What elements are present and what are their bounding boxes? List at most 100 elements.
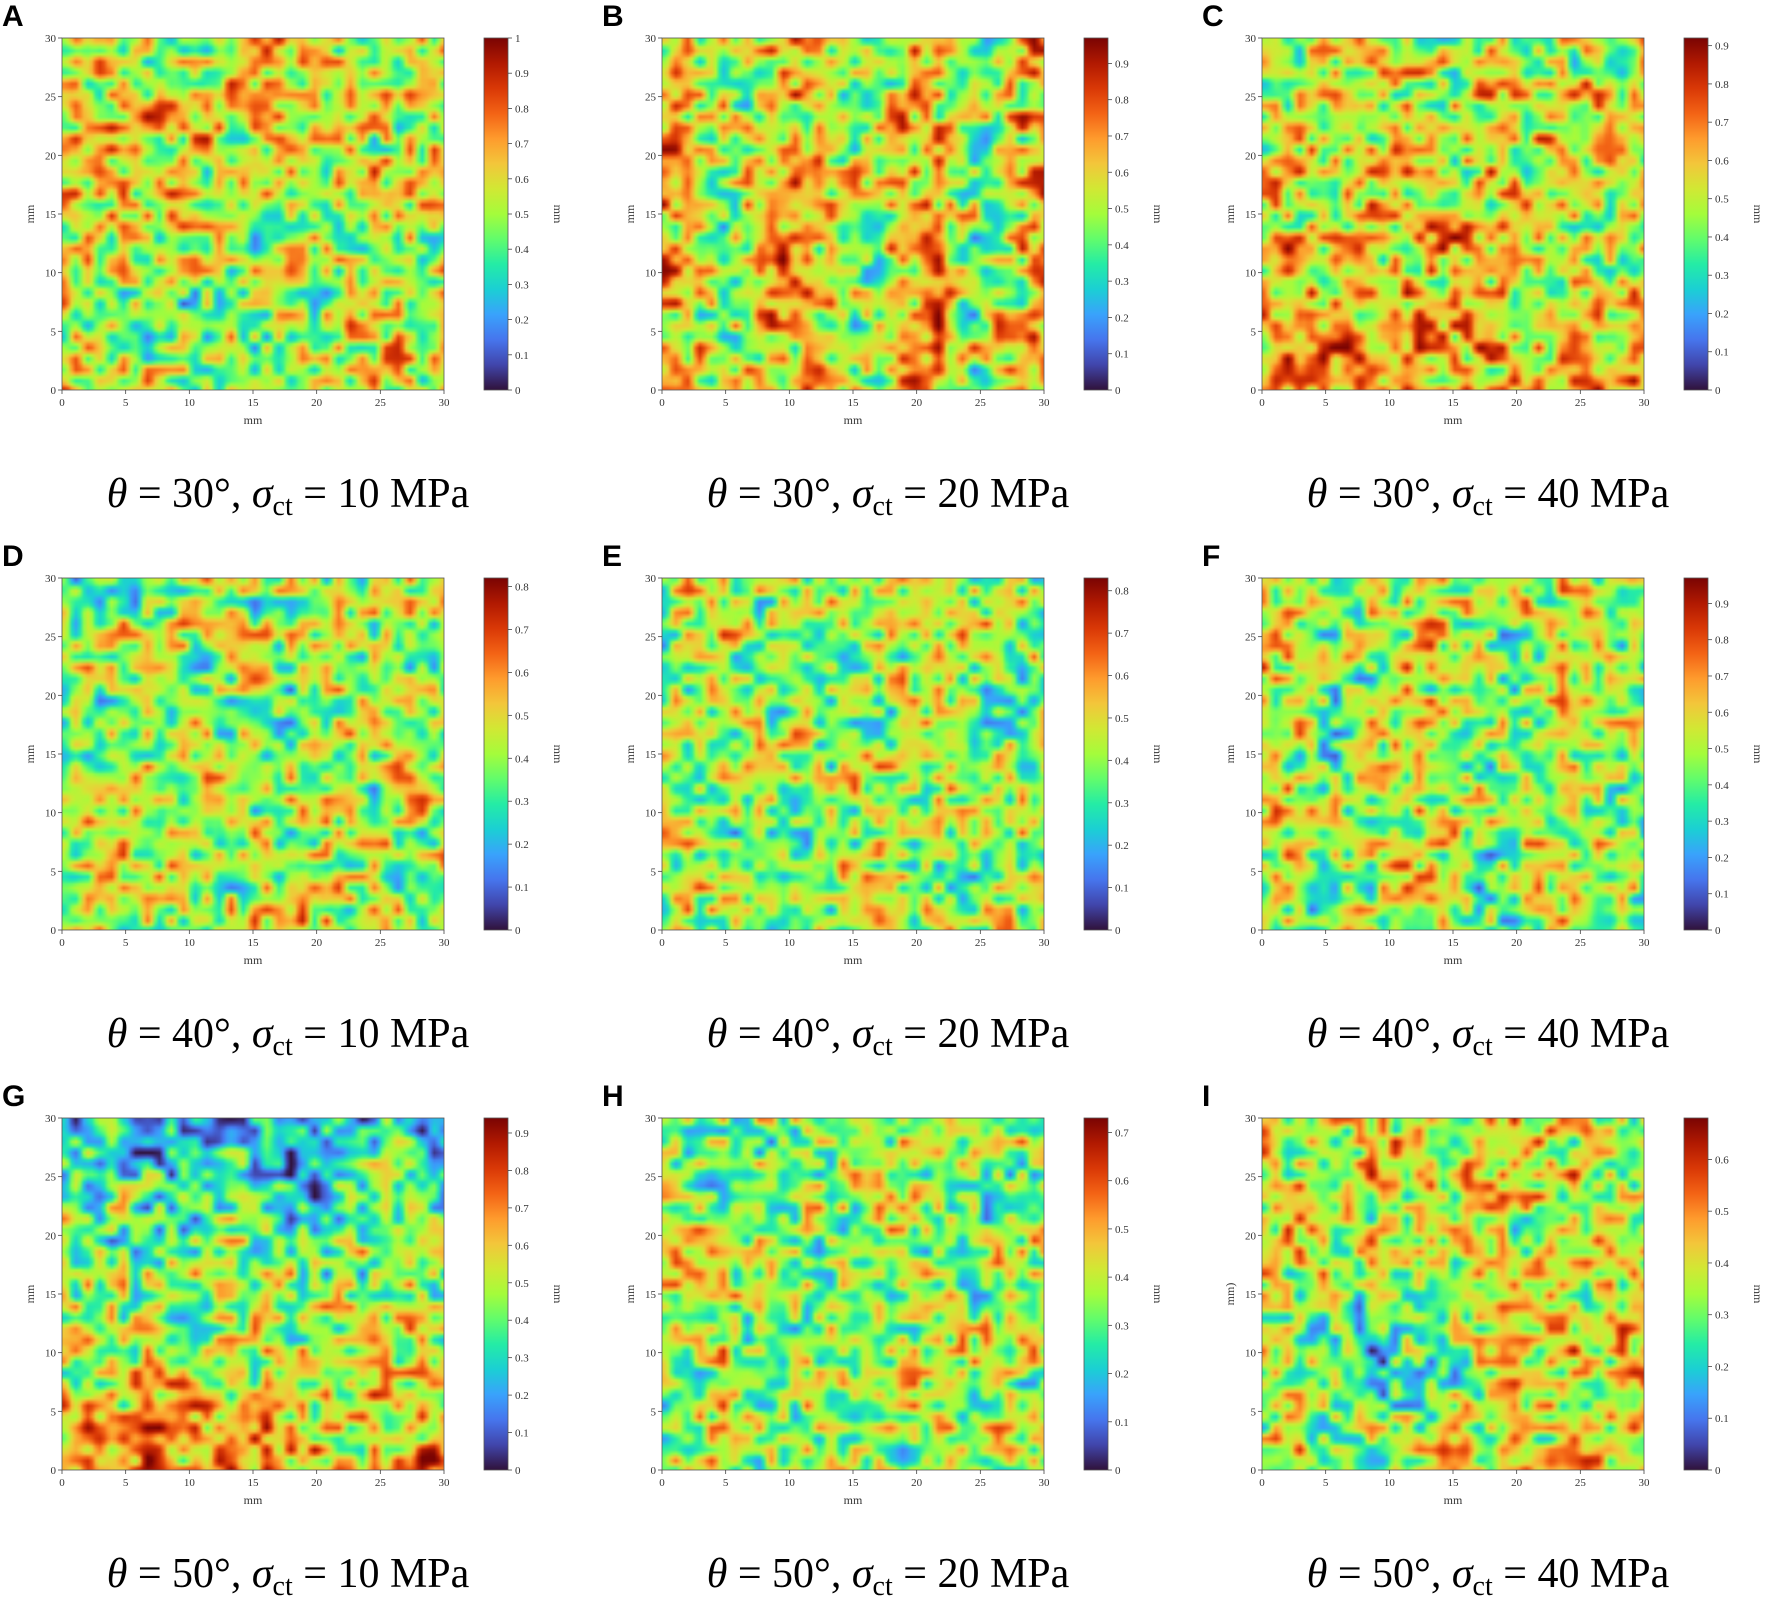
heatmap-field	[662, 38, 1044, 390]
y-tick-label: 20	[45, 690, 57, 702]
y-tick-label: 5	[651, 326, 657, 338]
x-tick-label: 15	[248, 937, 260, 949]
caption-subscript: ct	[272, 1031, 293, 1062]
y-tick-label: 25	[45, 92, 57, 104]
y-tick-label: 20	[645, 690, 657, 702]
y-axis-label: mm	[23, 1284, 37, 1303]
caption-stress: = 10 MPa	[292, 471, 470, 517]
colorbar-tick-label: 0.6	[1115, 167, 1129, 179]
colorbar-tick-label: 0.8	[515, 1165, 529, 1177]
caption-sigma-symbol: σ	[1451, 1011, 1473, 1057]
colorbar-tick-label: 0.4	[1115, 240, 1129, 252]
colorbar-tick-label: 0.2	[1115, 1369, 1129, 1381]
heatmap-field	[1262, 38, 1644, 390]
x-tick-label: 10	[1384, 1477, 1396, 1489]
caption-angle: = 40°,	[727, 1011, 852, 1057]
colorbar-tick-label: 0.8	[1715, 635, 1729, 647]
colorbar-label: mm	[1751, 745, 1765, 764]
y-tick-label: 5	[51, 1406, 57, 1418]
x-tick-label: 5	[1323, 397, 1329, 409]
y-axis-label: mm	[623, 744, 637, 763]
panel-caption: θ = 50°, σct = 40 MPa	[1288, 1550, 1688, 1611]
colorbar	[1683, 37, 1709, 391]
x-tick-label: 0	[659, 1477, 665, 1489]
x-tick-label: 25	[1575, 397, 1587, 409]
colorbar	[1083, 577, 1109, 931]
colorbar-tick-label: 0.6	[515, 1240, 529, 1252]
x-tick-label: 30	[439, 937, 451, 949]
colorbar-tick-label: 0.4	[1715, 232, 1729, 244]
colorbar-tick-label: 0.6	[1715, 155, 1729, 167]
panel-label: I	[1202, 1080, 1211, 1113]
heatmap-chart: 0 5 10 15 20 25 30 0 5 10 15 20 25 30 mm mm 0 0.1 0.2 0.3 0.…	[1223, 33, 1765, 427]
colorbar-tick-label: 0.4	[515, 244, 529, 256]
y-tick-label: 15	[645, 749, 657, 761]
panel-e: E 0 5 10 15 20 25 30 0 5 10 15 20 25 30 mm mm 0 0.1 0.2 0.3 0…	[600, 540, 1165, 1070]
y-tick-label: 10	[1245, 268, 1257, 280]
y-tick-label: 0	[1251, 1465, 1257, 1477]
y-tick-label: 25	[45, 632, 57, 644]
colorbar-tick-label: 0.3	[1715, 816, 1729, 828]
y-tick-label: 10	[645, 268, 657, 280]
colorbar	[1083, 37, 1109, 391]
colorbar-label: mm	[1751, 205, 1765, 224]
y-tick-label: 15	[45, 749, 57, 761]
x-axis-label: mm	[244, 413, 263, 427]
caption-subscript: ct	[272, 491, 293, 522]
x-tick-label: 0	[1259, 397, 1265, 409]
x-tick-label: 30	[1039, 397, 1051, 409]
x-tick-label: 0	[1259, 1477, 1265, 1489]
heatmap-chart: 0 5 10 15 20 25 30 0 5 10 15 20 25 30 mm mm 0 0.1 0.2 0.3 0.…	[623, 573, 1165, 967]
x-tick-label: 20	[311, 1477, 323, 1489]
heatmap-field	[1262, 1118, 1644, 1470]
x-axis-label: mm	[1444, 1493, 1463, 1507]
panel-g: G 0 5 10 15 20 25 30 0 5 10 15 20 25 30 mm mm 0 0.1 0.2 0.3 0…	[0, 1080, 565, 1611]
x-tick-label: 10	[184, 937, 196, 949]
caption-subscript: ct	[1472, 1031, 1493, 1062]
heatmap-field	[62, 578, 444, 930]
colorbar-tick-label: 0.5	[1115, 204, 1129, 216]
colorbar-tick-label: 0.3	[515, 1353, 529, 1365]
caption-sigma-symbol: σ	[1451, 1551, 1473, 1597]
caption-angle: = 40°,	[127, 1011, 252, 1057]
y-tick-label: 25	[645, 632, 657, 644]
colorbar-tick-label: 0.5	[1115, 1224, 1129, 1236]
colorbar-tick-label: 0.1	[1715, 889, 1729, 901]
colorbar-tick-label: 0.2	[1715, 1361, 1729, 1373]
colorbar-tick-label: 0.5	[1115, 713, 1129, 725]
panel-d: D 0 5 10 15 20 25 30 0 5 10 15 20 25 30 mm mm 0 0.1 0.2 0.3 0…	[0, 540, 565, 1070]
caption-theta-symbol: θ	[1306, 471, 1328, 517]
y-tick-label: 15	[1245, 209, 1257, 221]
x-tick-label: 0	[659, 397, 665, 409]
y-tick-label: 25	[1245, 632, 1257, 644]
y-tick-label: 5	[51, 326, 57, 338]
colorbar-tick-label: 0.5	[1715, 1206, 1729, 1218]
x-tick-label: 30	[1039, 1477, 1051, 1489]
colorbar-tick-label: 0.6	[1715, 707, 1729, 719]
x-tick-label: 30	[439, 1477, 451, 1489]
colorbar-tick-label: 0.5	[515, 710, 529, 722]
y-tick-label: 10	[1245, 1348, 1257, 1360]
colorbar-tick-label: 0.5	[515, 209, 529, 221]
colorbar-tick-label: 0.9	[515, 1128, 529, 1140]
x-tick-label: 5	[1323, 1477, 1329, 1489]
x-tick-label: 20	[311, 937, 323, 949]
colorbar-tick-label: 0.6	[515, 667, 529, 679]
y-tick-label: 0	[51, 385, 57, 397]
panel-caption: θ = 30°, σct = 20 MPa	[688, 470, 1088, 531]
x-tick-label: 20	[1511, 397, 1523, 409]
caption-sigma-symbol: σ	[851, 471, 873, 517]
x-tick-label: 0	[59, 397, 65, 409]
colorbar-tick-label: 0.8	[515, 582, 529, 594]
y-tick-label: 20	[645, 150, 657, 162]
colorbar-tick-label: 0.5	[515, 1278, 529, 1290]
caption-stress: = 20 MPa	[892, 471, 1070, 517]
colorbar-tick-label: 0.1	[1115, 883, 1129, 895]
caption-stress: = 40 MPa	[1492, 471, 1670, 517]
caption-subscript: ct	[872, 1031, 893, 1062]
x-tick-label: 0	[59, 937, 65, 949]
colorbar-label: mm	[1151, 745, 1165, 764]
panel-caption: θ = 50°, σct = 10 MPa	[88, 1550, 488, 1611]
y-tick-label: 10	[45, 1348, 57, 1360]
colorbar-tick-label: 0.9	[1715, 41, 1729, 53]
